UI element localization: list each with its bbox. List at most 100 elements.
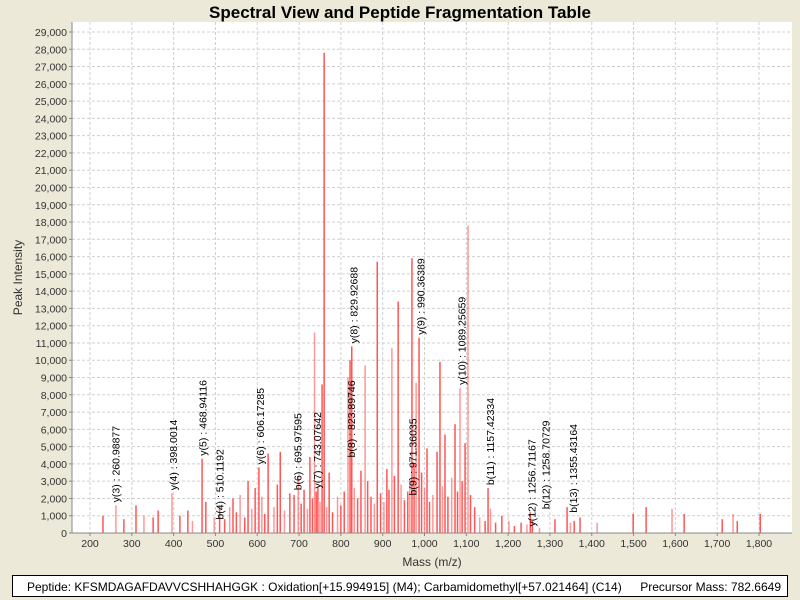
peak-bar xyxy=(323,52,325,534)
peak-annotation: b(12) : 1258.70729 xyxy=(540,420,552,509)
peak-bar xyxy=(403,500,406,533)
peak-bar xyxy=(235,512,238,533)
peak-bar xyxy=(157,510,159,533)
peak-bar xyxy=(420,472,423,533)
peak-bar xyxy=(319,501,321,533)
peak-bar xyxy=(397,301,399,533)
peak-bar xyxy=(423,488,426,533)
y-tick-label: 29,000 xyxy=(35,27,67,39)
y-tick-label: 16,000 xyxy=(35,252,67,264)
peak-bar xyxy=(526,524,528,533)
peak-bar xyxy=(213,517,215,533)
y-tick-label: 22,000 xyxy=(35,148,67,160)
peak-annotation: y(5) : 468.94116 xyxy=(197,380,209,456)
peak-bar xyxy=(494,522,497,533)
y-tick-label: 18,000 xyxy=(35,217,67,229)
peak-bar xyxy=(529,512,532,533)
peak-bar xyxy=(736,520,739,533)
precursor-mass: Precursor Mass: 782.6649 xyxy=(640,580,781,594)
y-tick-label: 11,000 xyxy=(36,338,67,350)
x-tick-label: 300 xyxy=(123,538,141,550)
peak-bar xyxy=(596,522,598,533)
peak-bar xyxy=(187,510,189,533)
peak-bar xyxy=(267,453,269,533)
y-tick-label: 3,000 xyxy=(41,476,67,488)
peak-bar xyxy=(386,469,388,533)
y-tick-label: 10,000 xyxy=(35,355,67,367)
x-tick-label: 1,000 xyxy=(411,538,437,550)
peak-bar xyxy=(218,505,221,533)
x-tick-label: 900 xyxy=(374,538,392,550)
peak-bar xyxy=(143,515,145,533)
peak-bar xyxy=(459,387,461,533)
peak-annotation: y(8) : 829.92688 xyxy=(348,267,360,344)
peak-bar xyxy=(325,507,328,533)
y-tick-label: 21,000 xyxy=(35,165,67,177)
peak-bar xyxy=(411,258,413,533)
peak-bar xyxy=(759,513,762,533)
peak-bar xyxy=(554,519,556,533)
peak-bar xyxy=(232,498,234,533)
peak-bar xyxy=(671,508,673,533)
peak-bar xyxy=(447,496,449,533)
peak-bar xyxy=(321,384,323,533)
peak-bar xyxy=(432,494,434,533)
peak-bar xyxy=(350,346,353,533)
peak-bar xyxy=(317,486,319,533)
y-tick-label: 1,000 xyxy=(41,511,67,523)
peak-bar xyxy=(444,434,446,533)
chart-title: Spectral View and Peptide Fragmentation … xyxy=(209,3,591,22)
peak-bar xyxy=(228,507,231,533)
x-tick-label: 1,200 xyxy=(495,538,521,550)
peak-bar xyxy=(264,513,266,533)
peak-bar xyxy=(413,463,415,533)
y-tick-label: 15,000 xyxy=(35,269,67,281)
peak-bar xyxy=(102,515,104,533)
peak-bar xyxy=(261,496,263,533)
peak-bar xyxy=(243,517,246,533)
peak-bar xyxy=(152,517,154,533)
peak-bar xyxy=(441,486,444,533)
x-tick-label: 200 xyxy=(81,538,99,550)
y-tick-label: 9,000 xyxy=(41,373,67,385)
y-tick-label: 24,000 xyxy=(35,113,67,125)
peak-bar xyxy=(513,526,516,533)
peak-bar xyxy=(721,519,723,533)
x-tick-label: 800 xyxy=(332,538,350,550)
x-tick-label: 1,700 xyxy=(704,538,730,550)
peak-bar xyxy=(501,515,503,533)
y-tick-label: 12,000 xyxy=(35,321,67,333)
peak-bar xyxy=(484,520,486,533)
peak-bar xyxy=(297,475,299,533)
peak-bar xyxy=(579,517,581,533)
peak-annotation: b(4) : 510.1192 xyxy=(215,449,227,520)
peak-bar xyxy=(450,477,453,533)
peak-bar xyxy=(569,522,572,533)
peak-bar xyxy=(379,493,382,533)
peak-bar xyxy=(489,508,492,533)
peptide-sequence: Peptide: KFSMDAGAFDAVVCSHHAHGGK : Oxidat… xyxy=(27,580,622,594)
plot-area xyxy=(72,22,792,533)
x-tick-label: 700 xyxy=(290,538,308,550)
peak-annotation: y(12) : 1256.71167 xyxy=(527,439,539,527)
peak-bar xyxy=(538,527,541,533)
x-tick-label: 500 xyxy=(207,538,225,550)
y-tick-label: 23,000 xyxy=(35,131,67,143)
peak-annotation: b(11) : 1157.42334 xyxy=(485,398,497,485)
peak-bar xyxy=(366,481,369,533)
peak-bar xyxy=(331,512,334,533)
x-axis-label: Mass (m/z) xyxy=(402,555,461,569)
peak-bar xyxy=(247,481,249,533)
y-tick-label: 14,000 xyxy=(35,286,67,298)
peak-annotation: b(8) : 823.89746 xyxy=(346,380,358,457)
peak-bar xyxy=(293,494,295,533)
y-tick-label: 26,000 xyxy=(35,79,67,91)
x-tick-label: 400 xyxy=(165,538,183,550)
peak-bar xyxy=(428,501,431,533)
y-tick-label: 28,000 xyxy=(35,44,67,56)
peak-bar xyxy=(347,377,349,533)
peak-bar xyxy=(279,451,281,533)
peak-bar xyxy=(315,491,317,533)
peak-bar xyxy=(303,489,305,533)
peak-bar xyxy=(191,520,194,533)
